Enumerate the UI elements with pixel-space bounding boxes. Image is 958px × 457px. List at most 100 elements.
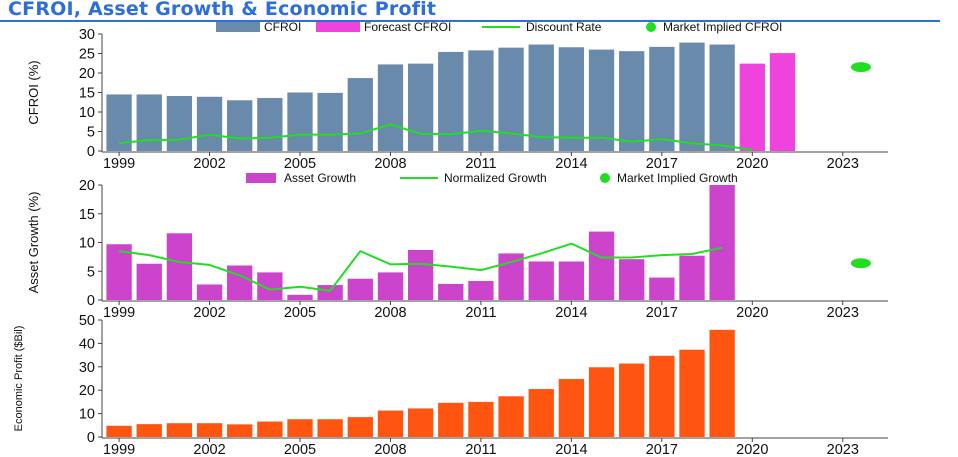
asset-growth-bar [619,259,645,300]
y-tick-label: 10 [79,236,95,252]
y-tick-label: 0 [87,293,95,309]
x-tick-label: 2020 [736,442,768,457]
x-tick-label: 2014 [555,442,587,457]
asset-growth-bar [709,185,735,300]
x-tick-label: 2008 [374,305,406,321]
y-tick-label: 20 [79,383,95,399]
x-tick-label: 2011 [465,442,496,457]
forecast-bar [769,53,796,151]
asset-growth-bar [679,255,705,300]
y-tick-label: 25 [79,47,95,63]
discount-line [118,123,753,151]
legend-label: Discount Rate [526,20,602,34]
legend: CFROI Forecast CFROI Discount Rate Market I… [216,20,782,34]
asset-growth-bar [468,281,494,300]
cfroi-bar [619,51,645,151]
cfroi-bar [407,63,434,151]
economic-profit-bar [649,355,675,437]
cfroi-bar [679,42,705,151]
y-tick-label: 20 [79,178,95,194]
asset-growth-bar [407,249,434,300]
cfroi-bar [468,50,494,151]
x-tick-label: 2023 [827,156,859,172]
economic-profit-bar [317,419,343,437]
y-tick-label: 30 [79,27,95,43]
economic-profit-bar [106,425,132,437]
x-tick-label: 2005 [284,156,316,172]
cfroi-bar [317,92,343,151]
cfroi-bar [709,44,735,151]
asset-growth-bar [347,278,373,300]
asset-growth-bar [377,272,404,300]
x-tick-label: 2008 [374,156,406,172]
asset-growth-bar [438,283,464,300]
economic-profit-bar [679,349,705,437]
y-tick-label: 20 [79,66,95,82]
y-tick-label: 10 [79,105,95,121]
x-tick-label: 1999 [103,305,135,321]
x-tick-label: 1999 [103,442,135,457]
asset-growth-bar [528,261,554,300]
y-tick-label: 0 [87,144,95,160]
x-tick-label: 2002 [193,156,225,172]
x-tick-label: 2023 [827,305,859,321]
legend-swatch [646,22,656,32]
asset-growth-bar [136,263,162,300]
legend-label: Asset Growth [284,171,356,185]
y-axis-label: Economic Profit ($Bil) [13,326,25,432]
x-tick-label: 2011 [465,156,496,172]
legend-swatch [600,173,610,183]
market-implied-point [850,258,871,269]
cfroi-bar [438,51,464,151]
cfroi-bar [227,100,253,151]
asset-growth-bar [196,284,223,300]
asset-growth-bar [106,244,132,300]
economic-profit-bar [407,408,434,437]
legend-label: Market Implied CFROI [663,20,782,34]
chart-panel-3: 0 10 20 30 40 50 1999 2002 2005 2008 2011 2014 2017 2… [13,313,888,457]
asset-growth-bar [558,261,585,300]
asset-growth-bar [317,285,343,300]
y-tick-label: 0 [87,430,95,446]
legend-swatch [216,22,260,32]
y-tick-label: 15 [79,86,95,102]
y-tick-label: 30 [79,360,95,376]
economic-profit-bar [166,423,193,437]
normalized-line [118,242,723,292]
asset-growth-bar [166,233,193,300]
cfroi-bar [347,78,373,151]
economic-profit-bar [196,423,223,437]
economic-profit-bar [619,363,645,437]
economic-profit-bar [498,396,524,437]
x-tick-label: 2014 [555,305,587,321]
x-tick-label: 2020 [736,156,768,172]
cfroi-bar [196,96,223,151]
y-axis-label: CFROI (%) [26,60,41,124]
legend: Asset Growth Normalized Growth Market Impl… [246,171,738,185]
x-tick-label: 2005 [284,305,316,321]
economic-profit-bar [347,417,373,437]
economic-profit-bar [558,378,585,437]
economic-profit-bar [438,402,464,437]
asset-growth-bar [227,265,253,300]
cfroi-bar [166,96,193,151]
x-tick-label: 2011 [465,305,496,321]
asset-growth-bar [649,277,675,300]
y-tick-label: 15 [79,207,95,223]
cfroi-bar [649,46,675,152]
y-tick-label: 5 [87,264,95,280]
economic-profit-bar [257,421,283,437]
economic-profit-bar [287,419,313,437]
legend-label: Forecast CFROI [364,20,451,34]
y-tick-label: 40 [79,336,95,352]
x-tick-label: 2017 [646,305,678,321]
economic-profit-bar [136,424,162,437]
chart-panel-1: 0 5 10 15 20 25 30 1999 2002 2005 2008 2011 2014 2017… [26,20,888,172]
y-tick-label: 10 [79,407,95,423]
x-tick-label: 2002 [193,442,225,457]
legend-label: Market Implied Growth [617,171,738,185]
cfroi-bar [498,47,524,151]
economic-profit-bar [709,329,735,437]
x-tick-label: 2014 [555,156,587,172]
